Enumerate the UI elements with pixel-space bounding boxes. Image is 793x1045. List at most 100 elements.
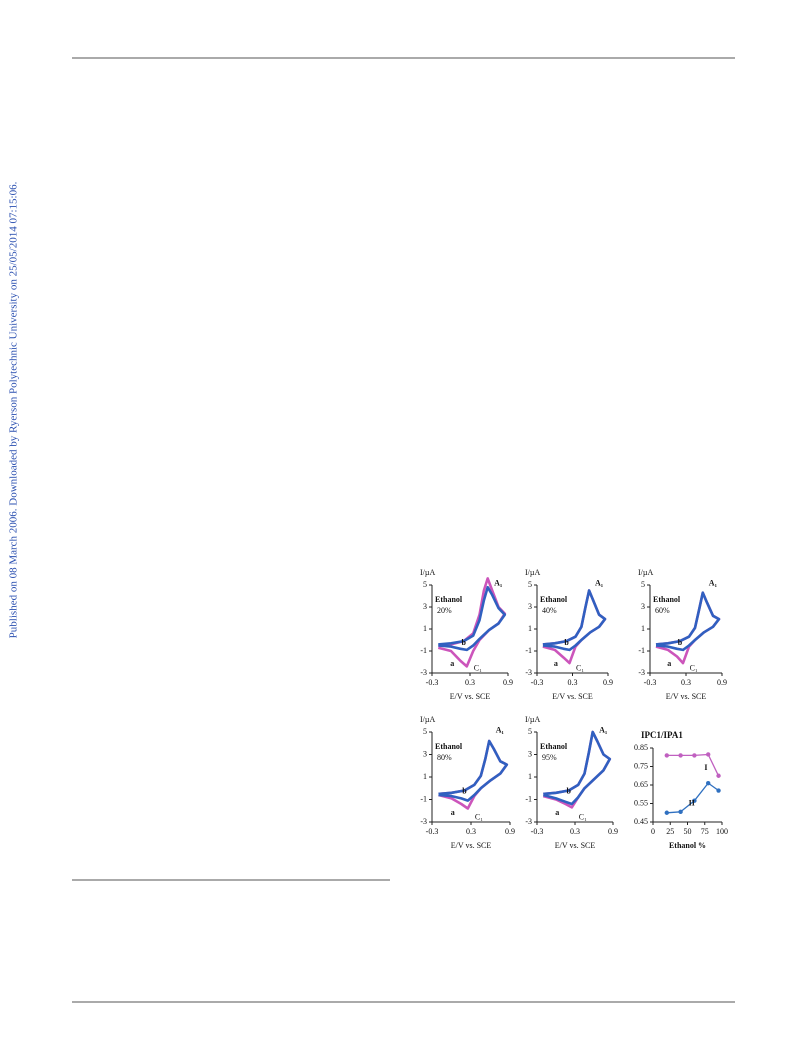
annotation: 95% [542,753,557,762]
x-tick-label: 0.3 [466,827,476,836]
annotation: C₁ [579,812,587,821]
y-tick-label: 1 [423,624,427,633]
curve-label: a [554,659,558,668]
data-point [678,753,683,758]
curve-label: b [678,638,683,647]
x-tick-label: 100 [716,827,728,836]
annotation: A₁ [599,726,608,735]
y-tick-label: 1 [528,624,532,633]
y-tick-label: -3 [420,817,427,826]
x-tick-label: 0.3 [568,678,578,687]
series-label: I [704,763,707,772]
y-axis-label: IPC1/IPA1 [641,730,683,740]
data-point [678,809,683,815]
curve-label: b [566,786,571,795]
y-tick-label: -1 [420,794,427,803]
y-axis-label: I/µA [525,715,540,724]
x-tick-label: -0.3 [644,678,657,687]
annotation: C₁ [576,663,584,672]
y-tick-label: 3 [528,749,532,758]
y-tick-label: -3 [638,668,645,677]
y-tick-label: 0.75 [634,761,648,770]
x-axis-label: E/V vs. SCE [451,841,492,850]
y-tick-label: -1 [638,646,645,655]
y-tick-label: 1 [423,772,427,781]
x-tick-label: -0.3 [426,678,439,687]
data-point [706,752,711,757]
curve-label: a [555,808,559,817]
x-tick-label: -0.3 [531,827,544,836]
y-tick-label: 5 [528,727,532,736]
x-tick-label: 0.3 [570,827,580,836]
annotation: A₁ [595,579,604,588]
y-tick-label: 0.65 [634,780,648,789]
x-tick-label: 0.3 [681,678,691,687]
data-point [664,810,669,815]
data-point [716,788,721,793]
series-line [438,585,507,652]
y-tick-label: -1 [420,646,427,655]
y-axis-label: I/µA [420,715,435,724]
series-line [655,591,721,652]
series-line [542,730,612,806]
x-tick-label: 0.9 [603,678,613,687]
x-axis-label: E/V vs. SCE [450,692,491,701]
annotation: C₁ [690,663,698,672]
y-tick-label: 5 [528,580,532,589]
y-tick-label: 5 [423,580,427,589]
y-axis-label: I/µA [638,568,653,577]
y-tick-label: 1 [641,624,645,633]
y-tick-label: 0.55 [634,798,648,807]
x-tick-label: 0.9 [717,678,727,687]
y-tick-label: 1 [528,772,532,781]
annotation: A₁ [709,579,718,588]
annotation: C₁ [474,663,482,672]
curve-label: a [450,659,454,668]
data-point [692,798,697,803]
y-tick-label: 5 [423,727,427,736]
data-point [664,753,669,758]
annotation: 80% [437,753,452,762]
y-tick-label: 5 [641,580,645,589]
y-axis-label: I/µA [525,568,540,577]
annotation: 20% [437,606,452,615]
x-axis-label: E/V vs. SCE [666,692,707,701]
y-tick-label: 3 [641,602,645,611]
x-axis-label: E/V vs. SCE [555,841,596,850]
x-tick-label: 0.9 [505,827,515,836]
y-tick-label: -3 [525,668,532,677]
annotation: 60% [655,606,670,615]
y-tick-label: 3 [423,602,427,611]
y-tick-label: 3 [528,602,532,611]
y-tick-label: -1 [525,794,532,803]
x-axis-label: E/V vs. SCE [552,692,593,701]
data-point [716,773,721,778]
x-tick-label: 25 [666,827,674,836]
annotation: Ethanol [435,742,463,751]
data-point [692,753,697,758]
x-tick-label: -0.3 [531,678,544,687]
x-tick-label: 50 [684,827,692,836]
y-tick-label: 0.45 [634,817,648,826]
curve-label: a [451,808,455,817]
curve-label: b [461,638,466,647]
sidebar-text: Published on 08 March 2006. Downloaded b… [8,181,20,638]
x-tick-label: 0.9 [608,827,618,836]
y-tick-label: -1 [525,646,532,655]
annotation: 40% [542,606,557,615]
series-line [542,589,607,652]
series-line [437,577,507,668]
annotation: C₁ [475,812,483,821]
x-tick-label: 0 [651,827,655,836]
series-line [438,739,509,802]
x-axis-label: Ethanol % [669,841,706,850]
annotation: Ethanol [540,742,568,751]
y-tick-label: 0.85 [634,743,648,752]
annotation: Ethanol [435,595,463,604]
x-tick-label: 0.9 [503,678,513,687]
series-label: II [689,799,695,808]
annotation: A₁ [494,579,503,588]
x-tick-label: 75 [701,827,709,836]
curve-label: b [462,786,467,795]
